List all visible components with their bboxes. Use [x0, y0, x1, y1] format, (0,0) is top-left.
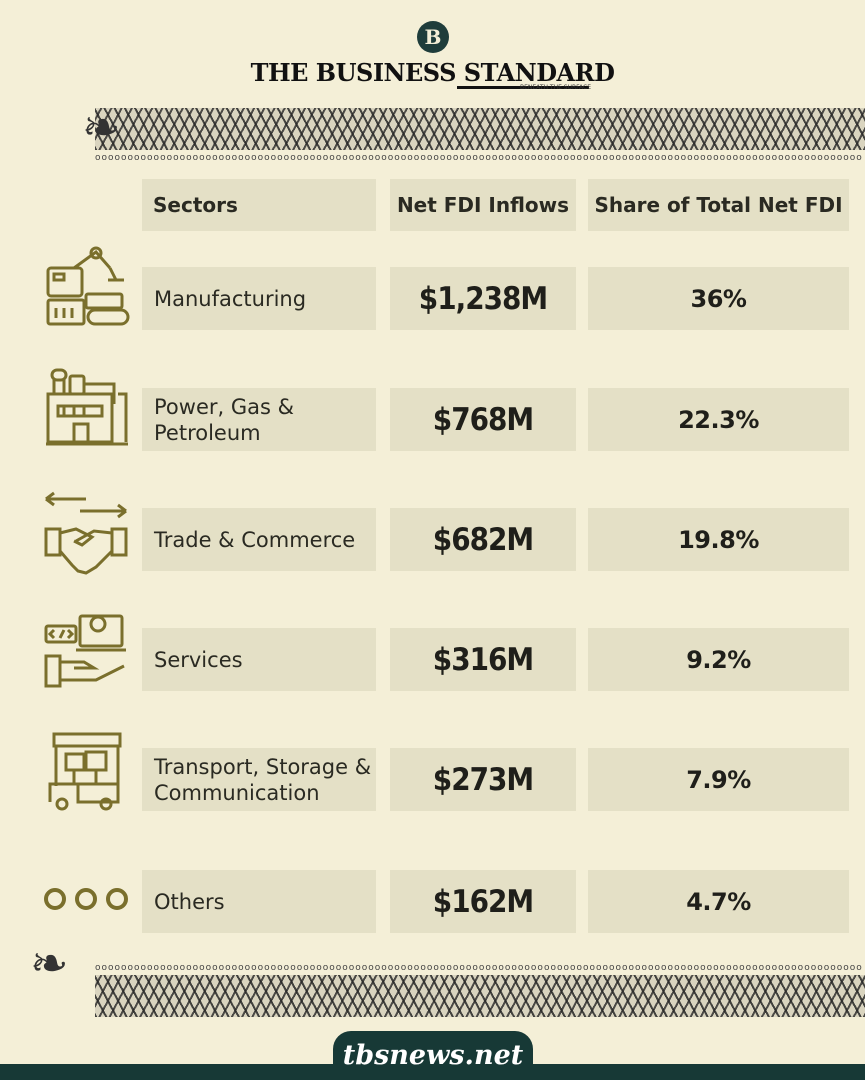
share-value-transport: 7.9% — [588, 748, 849, 811]
scroll-ornament-bottom-icon: ❧ — [30, 936, 69, 990]
share-value-manufacturing: 36% — [588, 267, 849, 330]
fdi-value-trade: $682M — [390, 508, 576, 571]
warehouse-truck-icon — [48, 732, 122, 811]
sector-label-manufacturing: Manufacturing — [142, 267, 376, 330]
ornate-border-top — [95, 108, 865, 150]
tbs-logo-icon: B — [417, 21, 449, 53]
sector-label-others: Others — [142, 870, 376, 933]
brand-name: THE BUSINESS STANDARD — [250, 58, 615, 87]
oval-chain-border-bottom: oooooooooooooooooooooooooooooooooooooooo… — [95, 963, 863, 973]
brand-tagline: BENEATH THE SURFACE — [520, 84, 592, 91]
share-value-power: 22.3% — [588, 388, 849, 451]
oval-chain-border: oooooooooooooooooooooooooooooooooooooooo… — [95, 153, 863, 163]
brand-underline — [457, 86, 589, 89]
ornate-border-bottom — [95, 975, 865, 1017]
share-value-services: 9.2% — [588, 628, 849, 691]
fdi-value-manufacturing: $1,238M — [390, 267, 576, 330]
fdi-value-others: $162M — [390, 870, 576, 933]
sector-label-services: Services — [142, 628, 376, 691]
fdi-value-services: $316M — [390, 628, 576, 691]
fdi-value-transport: $273M — [390, 748, 576, 811]
column-header-share: Share of Total Net FDI — [588, 179, 849, 231]
handshake-arrows-icon — [44, 491, 128, 575]
share-value-others: 4.7% — [588, 870, 849, 933]
power-plant-icon — [46, 368, 128, 446]
column-header-sectors: Sectors — [142, 179, 376, 231]
robot-arm-factory-icon — [46, 246, 130, 326]
sector-label-transport: Transport, Storage & Communication — [142, 748, 376, 811]
column-header-net-fdi: Net FDI Inflows — [390, 179, 576, 231]
sector-label-power: Power, Gas & Petroleum — [142, 388, 376, 451]
footer-url-tab[interactable]: tbsnews.net — [333, 1031, 533, 1080]
share-value-trade: 19.8% — [588, 508, 849, 571]
three-circles-icon — [44, 888, 128, 910]
footer-url[interactable]: tbsnews.net — [342, 1040, 524, 1071]
fdi-value-power: $768M — [390, 388, 576, 451]
scroll-ornament-icon: ❧ — [82, 100, 121, 154]
sector-label-trade: Trade & Commerce — [142, 508, 376, 571]
laptop-gear-hand-icon — [44, 614, 126, 688]
